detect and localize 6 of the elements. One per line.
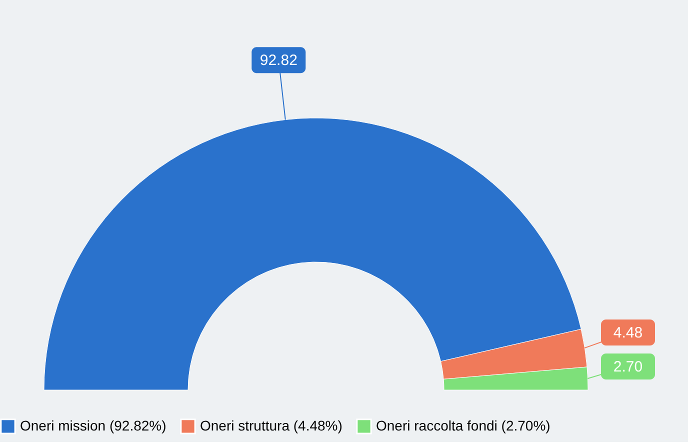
data-label: 2.70 <box>613 358 643 376</box>
legend-label: Oneri struttura (4.48%) <box>200 417 342 434</box>
legend-label: Oneri raccolta fondi (2.70%) <box>376 417 550 434</box>
data-label: 4.48 <box>613 324 643 342</box>
legend-label: Oneri mission (92.82%) <box>20 417 166 434</box>
data-label: 92.82 <box>260 52 298 70</box>
